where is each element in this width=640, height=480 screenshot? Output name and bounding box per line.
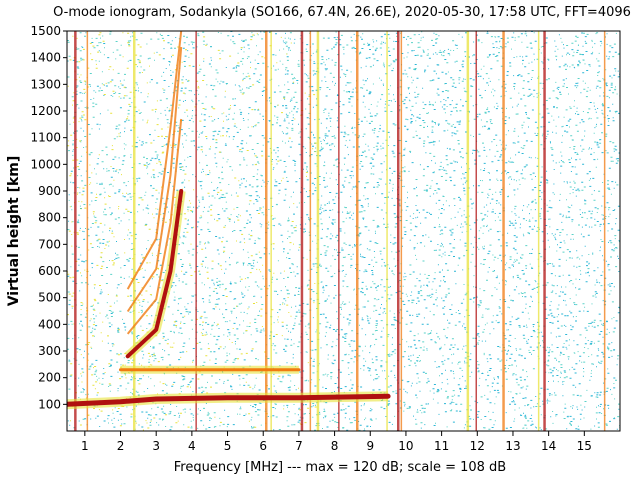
interference-band bbox=[265, 31, 268, 431]
echo-trace-multihop bbox=[126, 118, 183, 335]
echo-traces bbox=[67, 31, 391, 410]
y-tick-label: 1200 bbox=[30, 104, 61, 118]
x-tick-label: 1 bbox=[81, 439, 89, 453]
x-tick-label: 15 bbox=[577, 439, 592, 453]
x-tick-label: 11 bbox=[434, 439, 449, 453]
x-tick-label: 8 bbox=[331, 439, 339, 453]
echo-trace bbox=[67, 393, 391, 407]
interference-band bbox=[603, 31, 606, 431]
interference-band bbox=[86, 31, 89, 431]
interference-band bbox=[386, 31, 388, 431]
interference-band bbox=[300, 31, 304, 431]
x-tick-label: 4 bbox=[188, 439, 196, 453]
y-tick-label: 100 bbox=[38, 397, 61, 411]
interference-band bbox=[400, 31, 403, 431]
y-tick-label: 1000 bbox=[30, 157, 61, 171]
echo-trace-multihop bbox=[126, 46, 183, 313]
interference-band bbox=[74, 31, 77, 431]
chart-title: O-mode ionogram, Sodankyla (SO166, 67.4N… bbox=[53, 5, 631, 20]
interference-band bbox=[356, 31, 359, 431]
x-tick-label: 3 bbox=[152, 439, 160, 453]
y-axis-label: Virtual height [km] bbox=[6, 156, 22, 307]
interference-band bbox=[338, 31, 340, 431]
y-tick-label: 700 bbox=[38, 237, 61, 251]
y-tick-label: 1500 bbox=[30, 24, 61, 38]
interference-band bbox=[195, 31, 197, 431]
echo-trace-multihop bbox=[126, 31, 183, 290]
x-axis: 1 2 3 4 5 6 7 8 9 10 11 12 13 14 15 bbox=[81, 431, 592, 453]
x-tick-label: 14 bbox=[541, 439, 556, 453]
interference-band bbox=[537, 31, 540, 431]
interference-band bbox=[397, 31, 400, 431]
x-tick-label: 10 bbox=[398, 439, 413, 453]
x-tick-label: 5 bbox=[224, 439, 232, 453]
x-tick-label: 12 bbox=[470, 439, 485, 453]
echo-trace bbox=[125, 189, 184, 359]
x-axis-label: Frequency [MHz] --- max = 120 dB; scale … bbox=[174, 460, 506, 475]
y-tick-label: 1100 bbox=[30, 131, 61, 145]
interference-band bbox=[466, 31, 470, 431]
x-tick-label: 6 bbox=[259, 439, 267, 453]
plot-frame bbox=[66, 30, 621, 432]
plot-area bbox=[67, 31, 620, 431]
interference-band bbox=[270, 31, 272, 431]
x-tick-label: 13 bbox=[505, 439, 520, 453]
x-tick-label: 2 bbox=[117, 439, 125, 453]
x-tick-label: 9 bbox=[366, 439, 374, 453]
interference-band bbox=[309, 31, 312, 431]
y-axis: 100 200 300 400 500 600 700 800 900 1000 1100 1200 1… bbox=[30, 24, 67, 411]
y-tick-label: 800 bbox=[38, 211, 61, 225]
x-tick-label: 7 bbox=[295, 439, 303, 453]
interference-band bbox=[543, 31, 546, 431]
y-tick-label: 400 bbox=[38, 317, 61, 331]
y-tick-label: 500 bbox=[38, 291, 61, 305]
y-tick-label: 300 bbox=[38, 344, 61, 358]
interference-band bbox=[316, 31, 320, 431]
y-tick-label: 1300 bbox=[30, 77, 61, 91]
interference-band bbox=[502, 31, 505, 431]
interference-band bbox=[475, 31, 477, 431]
y-tick-label: 200 bbox=[38, 371, 61, 385]
interference-bands bbox=[74, 31, 606, 431]
y-tick-label: 600 bbox=[38, 264, 61, 278]
y-tick-label: 1400 bbox=[30, 51, 61, 65]
interference-band bbox=[133, 31, 136, 431]
y-tick-label: 900 bbox=[38, 184, 61, 198]
